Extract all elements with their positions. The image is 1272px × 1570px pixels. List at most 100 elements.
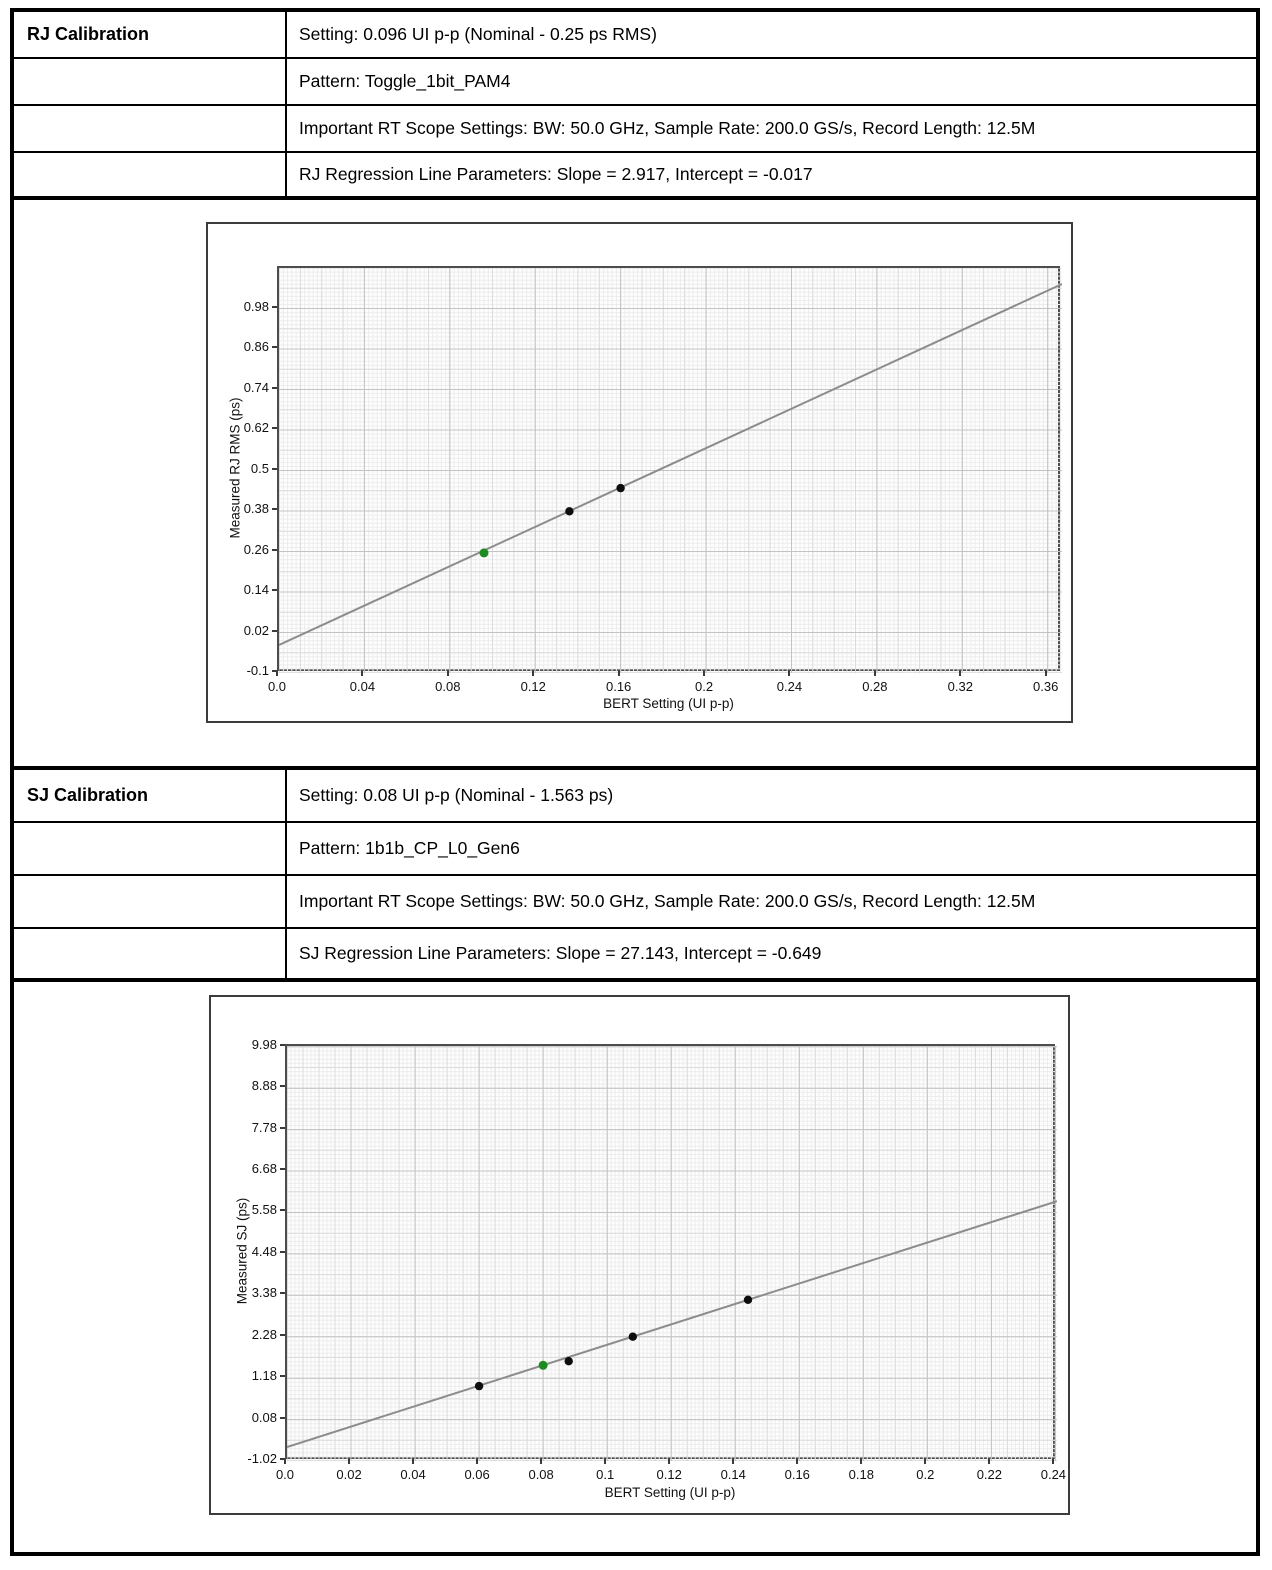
x-tick-label: 0.08	[528, 1467, 554, 1482]
grid-major	[287, 1046, 1057, 1461]
y-tick-mark	[280, 1250, 285, 1253]
x-tick-mark	[446, 671, 449, 676]
y-tick-mark	[280, 1375, 285, 1378]
y-tick-label: 0.86	[243, 339, 269, 354]
y-tick-mark	[280, 1292, 285, 1295]
table-row: Important RT Scope Settings: BW: 50.0 GH…	[14, 106, 1256, 153]
plot-canvas	[279, 268, 1062, 673]
x-tick-mark	[540, 1459, 543, 1464]
table-row: SJ Regression Line Parameters: Slope = 2…	[14, 929, 1256, 982]
x-tick-label: 0.12	[520, 679, 546, 694]
y-tick-label: 0.38	[243, 501, 269, 516]
x-tick-mark	[476, 1459, 479, 1464]
y-tick-label: 3.38	[251, 1285, 277, 1301]
x-tick-label: 0.28	[862, 679, 888, 694]
table-title-cell: RJ Calibration	[14, 12, 287, 57]
rj-chart-cell: Measured RJ RMS (ps) BERT Setting (UI p-…	[14, 200, 1256, 770]
x-tick-mark	[732, 1459, 735, 1464]
x-tick-mark	[284, 1459, 286, 1464]
y-tick-mark	[272, 346, 277, 348]
sj-chart-cell: Measured SJ (ps) BERT Setting (UI p-p) 0…	[14, 982, 1256, 1552]
x-tick-label: 0.04	[400, 1467, 426, 1482]
x-tick-mark	[668, 1459, 671, 1464]
x-tick-label: 0.1	[596, 1467, 615, 1482]
table-empty-cell	[14, 876, 287, 927]
pattern-value-cell: Pattern: Toggle_1bit_PAM4	[299, 71, 511, 91]
regression-line	[287, 1200, 1057, 1448]
measured-data-point	[616, 483, 625, 493]
x-tick-label: 0.04	[349, 679, 376, 694]
measured-data-point	[565, 507, 574, 516]
y-tick-label: 8.88	[251, 1078, 277, 1094]
x-tick-label: 0.22	[976, 1467, 1003, 1482]
x-tick-mark	[959, 671, 962, 676]
y-tick-label: 0.5	[250, 460, 269, 476]
y-tick-label: 1.18	[251, 1368, 277, 1384]
x-tick-label: 0.24	[776, 679, 803, 694]
rj-scatter-chart: Measured RJ RMS (ps) BERT Setting (UI p-…	[206, 222, 1073, 723]
sj-calibration-table: SJ Calibration Setting: 0.08 UI p-p (Nom…	[14, 770, 1256, 982]
grid-major	[279, 268, 1062, 673]
x-tick-label: 0.0	[267, 679, 287, 694]
document-frame: RJ Calibration Setting: 0.096 UI p-p (No…	[10, 8, 1260, 1556]
x-tick-mark	[703, 671, 706, 676]
x-tick-label: 0.18	[848, 1467, 874, 1482]
y-tick-label: 0.98	[243, 298, 269, 314]
y-tick-mark	[280, 1168, 285, 1171]
y-tick-mark	[272, 305, 277, 308]
table-empty-cell	[14, 106, 287, 151]
y-tick-mark	[280, 1333, 285, 1336]
x-tick-mark	[924, 1459, 927, 1464]
x-tick-label: 0.12	[656, 1467, 682, 1482]
y-tick-label: 0.14	[243, 582, 269, 597]
x-tick-mark	[860, 1459, 863, 1464]
y-tick-label: 0.02	[243, 622, 269, 638]
x-tick-label: 0.06	[464, 1467, 490, 1482]
y-tick-mark	[272, 548, 277, 551]
x-tick-mark	[796, 1459, 799, 1464]
x-tick-mark	[617, 671, 620, 676]
regression-line	[279, 283, 1062, 646]
y-tick-mark	[272, 467, 277, 470]
rj-calibration-table: RJ Calibration Setting: 0.096 UI p-p (No…	[14, 12, 1256, 200]
y-tick-mark	[272, 427, 277, 429]
y-tick-label: -0.1	[246, 663, 269, 678]
measured-data-point	[743, 1295, 753, 1304]
x-tick-mark	[873, 671, 876, 676]
y-tick-label: 6.68	[251, 1161, 277, 1177]
scope-settings-cell: Important RT Scope Settings: BW: 50.0 GH…	[299, 118, 1036, 138]
y-tick-mark	[280, 1209, 285, 1212]
setting-value-cell: Setting: 0.08 UI p-p (Nominal - 1.563 ps…	[299, 785, 614, 805]
regression-params-cell: SJ Regression Line Parameters: Slope = 2…	[299, 943, 822, 963]
x-tick-mark	[1052, 1459, 1055, 1464]
nominal-data-point	[479, 548, 489, 558]
x-tick-mark	[532, 671, 535, 676]
table-row: RJ Regression Line Parameters: Slope = 2…	[14, 153, 1256, 200]
y-tick-label: 5.58	[251, 1202, 277, 1218]
y-tick-label: 0.08	[251, 1409, 277, 1425]
setting-value-cell: Setting: 0.096 UI p-p (Nominal - 0.25 ps…	[299, 24, 657, 44]
scope-settings-cell: Important RT Scope Settings: BW: 50.0 GH…	[299, 891, 1036, 911]
y-tick-mark	[280, 1043, 285, 1046]
pattern-value-cell: Pattern: 1b1b_CP_L0_Gen6	[299, 838, 520, 858]
y-tick-mark	[280, 1126, 285, 1129]
x-tick-mark	[276, 671, 278, 676]
y-tick-mark	[272, 629, 277, 632]
x-tick-mark	[1044, 671, 1047, 676]
x-tick-label: 0.32	[947, 679, 973, 694]
x-axis-title: BERT Setting (UI p-p)	[603, 696, 734, 711]
sj-scatter-chart: Measured SJ (ps) BERT Setting (UI p-p) 0…	[209, 995, 1070, 1515]
plot-area	[285, 1044, 1057, 1461]
y-tick-label: 9.98	[251, 1036, 277, 1052]
y-tick-label: 0.62	[243, 420, 269, 435]
y-tick-mark	[272, 508, 277, 510]
x-tick-mark	[361, 671, 364, 676]
x-tick-mark	[604, 1459, 607, 1464]
table-empty-cell	[14, 59, 287, 104]
y-tick-label: 7.78	[251, 1119, 277, 1135]
y-tick-label: 0.26	[243, 541, 269, 557]
x-tick-label: 0.2	[916, 1467, 935, 1482]
x-tick-label: 0.16	[605, 679, 632, 694]
table-title-cell: SJ Calibration	[14, 770, 287, 821]
